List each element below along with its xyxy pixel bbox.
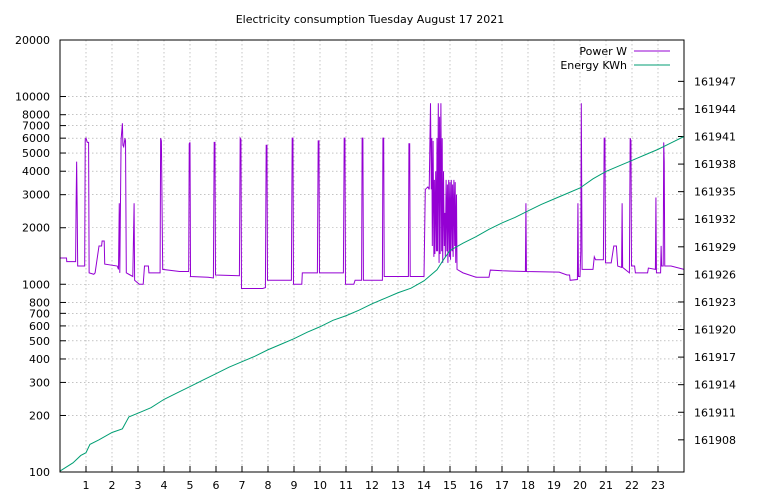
- chart-title: Electricity consumption Tuesday August 1…: [236, 13, 505, 26]
- y-tick-label: 500: [29, 335, 50, 348]
- x-tick-label: 23: [651, 479, 665, 492]
- x-tick-label: 16: [469, 479, 483, 492]
- y-tick-label: 7000: [22, 120, 50, 133]
- series-line-energy-kwh: [59, 136, 685, 472]
- x-tick-label: 13: [391, 479, 405, 492]
- x-tick-label: 15: [443, 479, 457, 492]
- y-tick-label: 400: [29, 353, 50, 366]
- series-line-power-w: [60, 103, 685, 289]
- y-tick-label: 300: [29, 376, 50, 389]
- y2-tick-label: 161947: [694, 75, 736, 88]
- x-tick-label: 22: [625, 479, 639, 492]
- y-tick-label: 8000: [22, 109, 50, 122]
- x-tick-label: 4: [161, 479, 168, 492]
- y-tick-label: 2000: [22, 222, 50, 235]
- y2-tick-label: 161911: [694, 406, 736, 419]
- x-tick-label: 5: [187, 479, 194, 492]
- y2-tick-label: 161914: [694, 379, 736, 392]
- y2-tick-label: 161944: [694, 103, 736, 116]
- plot-frame: [59, 39, 685, 473]
- y-tick-label: 6000: [22, 132, 50, 145]
- x-tick-label: 1: [83, 479, 90, 492]
- y2-tick-label: 161938: [694, 158, 736, 171]
- y-tick-label: 20000: [15, 34, 50, 47]
- legend-label-energy-kwh: Energy KWh: [560, 59, 627, 72]
- x-tick-label: 21: [599, 479, 613, 492]
- y-tick-label: 10000: [15, 91, 50, 104]
- x-tick-label: 10: [313, 479, 327, 492]
- x-tick-label: 8: [265, 479, 272, 492]
- x-tick-label: 18: [521, 479, 535, 492]
- x-tick-label: 20: [573, 479, 587, 492]
- y-tick-label: 200: [29, 409, 50, 422]
- x-tick-label: 7: [239, 479, 246, 492]
- y-tick-label: 3000: [22, 189, 50, 202]
- x-tick-label: 14: [417, 479, 431, 492]
- grid-lines: [60, 39, 684, 473]
- y2-tick-label: 161926: [694, 268, 736, 281]
- y2-tick-label: 161941: [694, 131, 736, 144]
- y2-tick-label: 161935: [694, 186, 736, 199]
- y-axis-right: 161908 161911 161914 161917 161920 161923 1619…: [678, 75, 736, 447]
- y2-tick-label: 161929: [694, 241, 736, 254]
- x-tick-label: 12: [365, 479, 379, 492]
- y-tick-label: 700: [29, 307, 50, 320]
- x-tick-label: 11: [339, 479, 353, 492]
- y-tick-label: 5000: [22, 147, 50, 160]
- y2-tick-label: 161932: [694, 213, 736, 226]
- y-tick-label: 800: [29, 296, 50, 309]
- y2-tick-label: 161923: [694, 296, 736, 309]
- y-tick-label: 1000: [22, 278, 50, 291]
- x-tick-label: 2: [109, 479, 116, 492]
- x-tick-label: 17: [495, 479, 509, 492]
- x-tick-label: 6: [213, 479, 220, 492]
- y-tick-label: 600: [29, 320, 50, 333]
- x-tick-label: 3: [135, 479, 142, 492]
- y2-tick-label: 161908: [694, 434, 736, 447]
- x-tick-label: 19: [547, 479, 561, 492]
- y-tick-label: 100: [29, 466, 50, 479]
- plot-series: [59, 103, 685, 472]
- y2-tick-label: 161917: [694, 351, 736, 364]
- y-tick-label: 4000: [22, 165, 50, 178]
- y2-tick-label: 161920: [694, 324, 736, 337]
- x-tick-label: 9: [291, 479, 298, 492]
- legend-label-power-w: Power W: [579, 45, 627, 58]
- x-axis: 1 2 3 4 5 6 7 8 9 10 11 12 13 14 15 16 17 18 19 20 21 22 23: [83, 466, 665, 492]
